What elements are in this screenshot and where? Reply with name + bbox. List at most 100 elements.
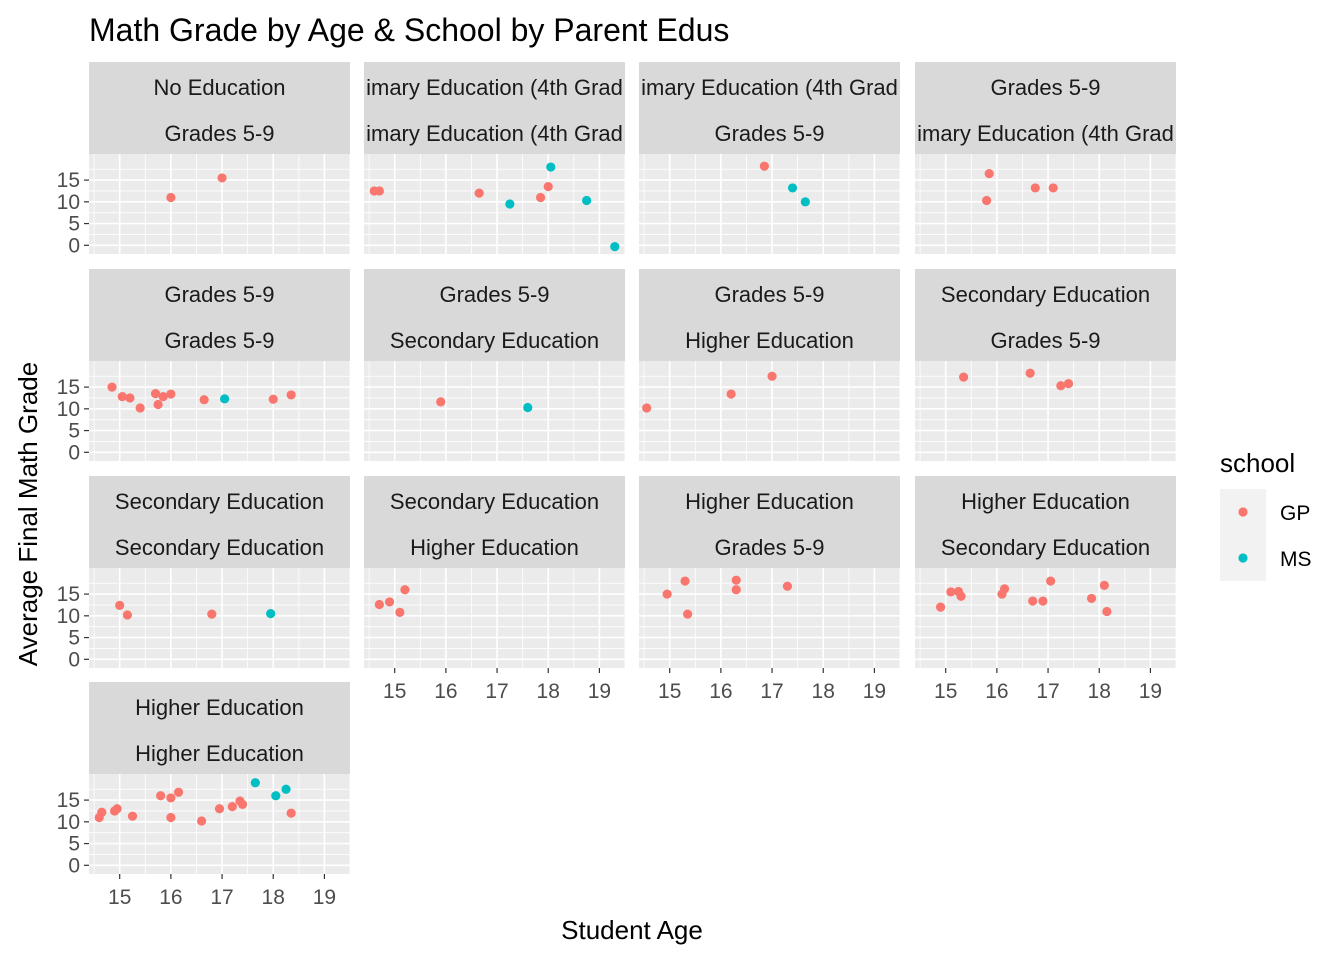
legend: school GP MS (1220, 448, 1312, 581)
facet-panel: Higher Education Grades 5-9 15 16 17 18 19 (639, 476, 901, 703)
data-point-gp (166, 812, 176, 823)
y-axis-title: Average Final Math Grade (13, 362, 43, 666)
data-point-gp (726, 389, 736, 399)
y-tick-label: 10 (57, 398, 80, 421)
data-point-ms (266, 609, 276, 619)
legend-symbol-gp (1238, 507, 1248, 517)
facet-strip (89, 62, 350, 154)
data-point-gp (150, 389, 161, 399)
data-point-gp (662, 589, 672, 599)
facet-strip (364, 62, 625, 154)
y-tick-label: 10 (57, 811, 80, 834)
data-point-gp (1086, 593, 1097, 604)
y-tick-label: 5 (68, 627, 80, 650)
facet-panel: imary Education (4th Grad Grades 5-9 (639, 62, 901, 254)
x-tick-label: 19 (588, 680, 611, 703)
y-tick-label: 5 (68, 420, 80, 443)
data-point-gp (1038, 596, 1048, 606)
data-point-gp (535, 192, 546, 203)
panel-background (915, 361, 1176, 461)
facet-panel: Higher Education Secondary Education 15 16 1… (915, 476, 1177, 703)
data-point-gp (1099, 580, 1109, 590)
panel-background (89, 568, 350, 668)
strip-label-mother: Grades 5-9 (714, 121, 824, 146)
data-point-gp (683, 609, 693, 619)
data-point-gp (395, 607, 405, 617)
y-tick-label: 0 (68, 648, 80, 671)
data-point-gp (374, 599, 384, 610)
strip-label-mother: Grades 5-9 (714, 535, 824, 560)
data-point-gp (217, 173, 227, 183)
data-point-gp (1028, 596, 1038, 606)
data-point-gp (1056, 381, 1066, 391)
strip-label-father: imary Education (4th Grad (641, 75, 898, 100)
data-point-gp (166, 192, 176, 203)
data-point-ms (523, 402, 533, 413)
data-point-gp (158, 392, 168, 402)
data-point-gp (474, 188, 484, 198)
y-tick-label: 10 (57, 191, 80, 214)
data-point-gp (400, 585, 410, 595)
panel-background (89, 154, 350, 254)
facet-panel: Secondary Education Grades 5-9 (915, 269, 1177, 461)
data-point-gp (384, 597, 395, 607)
strip-label-father: Higher Education (685, 489, 854, 514)
data-point-ms (582, 195, 592, 206)
data-point-gp (117, 392, 127, 402)
strip-label-mother: Grades 5-9 (990, 328, 1100, 353)
data-point-gp (207, 609, 217, 619)
strip-label-mother: imary Education (4th Grad (917, 121, 1174, 146)
strip-label-father: No Education (153, 75, 285, 100)
data-point-gp (173, 787, 184, 797)
data-point-gp (97, 807, 107, 817)
data-point-gp (1046, 576, 1056, 586)
facet-strip (364, 476, 625, 568)
data-point-gp (935, 602, 946, 612)
data-point-gp (982, 195, 992, 206)
data-point-gp (125, 393, 135, 403)
x-tick-label: 19 (1139, 680, 1162, 703)
data-point-gp (759, 161, 769, 171)
facet-panel: Grades 5-9 imary Education (4th Grad (915, 62, 1177, 254)
x-tick-label: 18 (1088, 680, 1111, 703)
x-tick-label: 18 (262, 886, 285, 909)
strip-label-father: Grades 5-9 (714, 282, 824, 307)
chart-title: Math Grade by Age & School by Parent Edu… (89, 12, 729, 48)
facet-strip (89, 476, 350, 568)
facet-panel: Grades 5-9 Higher Education (639, 269, 901, 461)
y-tick-label: 10 (57, 605, 80, 628)
data-point-gp (731, 575, 741, 585)
strip-label-father: Grades 5-9 (439, 282, 549, 307)
panel-background (915, 154, 1176, 254)
data-point-gp (286, 390, 296, 400)
data-point-ms (281, 784, 291, 794)
facet-strip (915, 62, 1176, 154)
data-point-gp (436, 397, 446, 407)
strip-label-mother: Secondary Education (115, 535, 324, 560)
x-tick-label: 17 (485, 680, 508, 703)
x-tick-label: 18 (537, 680, 560, 703)
strip-label-father: Secondary Education (115, 489, 324, 514)
x-tick-label: 16 (434, 680, 457, 703)
panel-background (364, 568, 625, 668)
legend-label-gp: GP (1280, 502, 1310, 525)
legend-keys: GP MS (1220, 489, 1312, 581)
panel-background (89, 774, 350, 874)
strip-label-mother: Grades 5-9 (164, 121, 274, 146)
data-point-gp (999, 584, 1010, 594)
facet-strip (364, 269, 625, 361)
strip-label-father: Grades 5-9 (164, 282, 274, 307)
strip-label-mother: Higher Education (135, 741, 304, 766)
data-point-gp (286, 808, 296, 818)
legend-title: school (1220, 448, 1295, 478)
data-point-gp (112, 804, 122, 814)
data-point-gp (153, 399, 163, 410)
data-point-gp (1030, 183, 1040, 193)
y-tick-label: 5 (68, 213, 80, 236)
strip-label-father: Grades 5-9 (990, 75, 1100, 100)
y-tick-label: 0 (68, 441, 80, 464)
data-point-ms (787, 183, 798, 193)
strip-label-mother: imary Education (4th Grad (366, 121, 623, 146)
